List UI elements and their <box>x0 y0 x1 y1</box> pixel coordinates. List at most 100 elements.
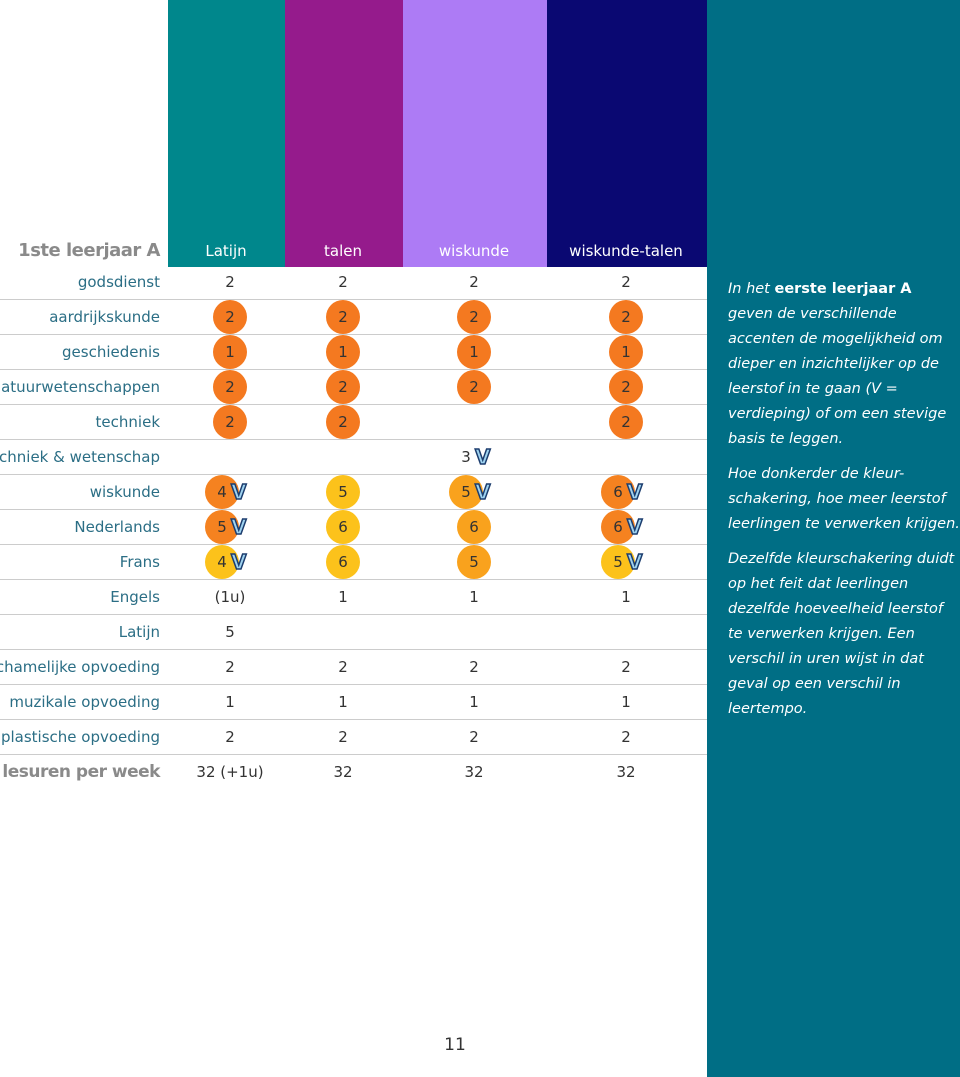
value-circle <box>609 300 643 334</box>
cell-value: 2 <box>621 378 631 396</box>
row-separator <box>0 334 707 335</box>
cell-value: 2 <box>469 658 479 676</box>
column-header: wiskunde <box>438 242 510 260</box>
cell-value: 4 <box>217 483 227 501</box>
value-circle <box>213 335 247 369</box>
row-label: wiskunde <box>89 483 160 501</box>
row-separator <box>0 474 707 475</box>
value-circle <box>457 545 491 579</box>
cell-value: 1 <box>621 588 631 606</box>
cell-value: 2 <box>338 658 348 676</box>
total-value: 32 <box>464 763 484 781</box>
paragraph: Hoe donkerder de kleur-schakering, hoe m… <box>728 466 960 532</box>
cell-value: 2 <box>338 728 348 746</box>
cell-value: 6 <box>338 518 348 536</box>
cell-value: 2 <box>469 378 479 396</box>
cell-value: 5 <box>225 623 235 641</box>
cell-value: 2 <box>225 413 235 431</box>
cell-value: 5 <box>613 553 623 571</box>
cell-value: 5 <box>469 553 479 571</box>
cell-value: 4 <box>217 553 227 571</box>
row-separator <box>0 369 707 370</box>
cell-value: 2 <box>338 273 348 291</box>
intro-bold: eerste leerjaar A <box>774 281 912 297</box>
value-circle <box>326 370 360 404</box>
column-header: wiskunde-talen <box>569 242 683 260</box>
cell-value: 1 <box>621 693 631 711</box>
verdieping-badge: V <box>474 444 491 470</box>
value-circle <box>326 475 360 509</box>
row-label: plastische opvoeding <box>0 728 160 746</box>
cell-value: 1 <box>338 588 348 606</box>
cell-value: 3 <box>461 448 471 466</box>
row-separator <box>0 544 707 545</box>
verdieping-badge: V <box>626 549 643 575</box>
column-band <box>285 0 403 267</box>
total-value: 32 <box>333 763 353 781</box>
value-circle <box>205 475 239 509</box>
row-separator <box>0 404 707 405</box>
cell-value: 5 <box>461 483 471 501</box>
cell-value: 2 <box>621 413 631 431</box>
verdieping-badge: V <box>474 479 491 505</box>
cell-value: 2 <box>469 728 479 746</box>
column-band <box>403 0 547 267</box>
paragraph: Dezelfde kleurschakering duidt op het fe… <box>728 551 955 717</box>
value-circle <box>205 545 239 579</box>
cell-value: 5 <box>217 518 227 536</box>
value-circle <box>326 405 360 439</box>
side-text: In het eerste leerjaar A geven de versch… <box>728 277 960 732</box>
row-separator <box>0 754 707 755</box>
total-value: 32 <box>616 763 636 781</box>
cell-value: 6 <box>613 518 623 536</box>
side-panel <box>707 0 960 1077</box>
value-circle <box>213 370 247 404</box>
row-separator <box>0 719 707 720</box>
cell-value: 2 <box>621 728 631 746</box>
value-circle <box>609 405 643 439</box>
value-circle <box>326 510 360 544</box>
row-label: aardrijkskunde <box>49 308 160 326</box>
value-circle <box>601 545 635 579</box>
row-label: techniek <box>95 413 160 431</box>
value-circle <box>601 510 635 544</box>
row-separator <box>0 684 707 685</box>
cell-value: 2 <box>225 658 235 676</box>
intro: In het eerste leerjaar A geven de versch… <box>728 277 960 452</box>
page-number: 11 <box>444 1035 466 1055</box>
value-circle <box>449 475 483 509</box>
value-circle <box>326 300 360 334</box>
cell-value: 1 <box>338 693 348 711</box>
cell-value: 6 <box>469 518 479 536</box>
row-label: Engels <box>110 588 160 606</box>
cell-value: 2 <box>225 308 235 326</box>
cell-value: 2 <box>621 308 631 326</box>
verdieping-badge: V <box>626 479 643 505</box>
row-label: godsdienst <box>77 273 160 291</box>
column-band <box>547 0 707 267</box>
row-label: techniek & wetenschap <box>0 448 160 466</box>
cell-value: 6 <box>338 553 348 571</box>
row-label: lichamelijke opvoeding <box>0 658 160 676</box>
row-label: Frans <box>119 553 160 571</box>
cell-value: 1 <box>469 343 479 361</box>
column-header: Latijn <box>205 242 247 260</box>
value-circle <box>457 300 491 334</box>
intro-rest: geven de verschillende accenten de mogel… <box>728 306 947 447</box>
verdieping-badge: V <box>626 514 643 540</box>
row-separator <box>0 509 707 510</box>
cell-value: 2 <box>621 273 631 291</box>
verdieping-badge: V <box>230 479 247 505</box>
value-circle <box>457 335 491 369</box>
cell-value: 2 <box>338 308 348 326</box>
value-circle <box>609 370 643 404</box>
cell-value: 1 <box>469 693 479 711</box>
value-circle <box>205 510 239 544</box>
cell-value: 1 <box>225 343 235 361</box>
cell-value: 1 <box>338 343 348 361</box>
cell-value: 2 <box>338 378 348 396</box>
cell-value: 6 <box>613 483 623 501</box>
value-circle <box>457 510 491 544</box>
verdieping-badge: V <box>230 514 247 540</box>
